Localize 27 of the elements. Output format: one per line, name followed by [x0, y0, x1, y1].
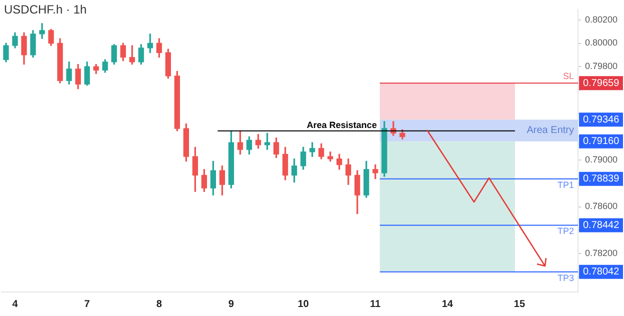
ref-line-label: TP1: [557, 180, 574, 190]
band-label: Area Entry: [526, 125, 574, 136]
x-tick-label: 10: [298, 298, 310, 310]
x-tick-label: 7: [84, 298, 90, 310]
text: 0.79160: [583, 136, 620, 148]
y-tick-label: 0.80200: [585, 14, 618, 24]
x-tick-label: 15: [514, 298, 526, 310]
y-tick-label: 0.78600: [585, 201, 618, 212]
ref-line-label: SL: [562, 71, 574, 82]
y-tick-label: 0.79800: [585, 61, 618, 72]
y-tick-label: 0.79000: [585, 154, 618, 165]
chart-title: USDCHF.h · 1h: [4, 2, 87, 16]
x-tick-label: 14: [442, 298, 454, 310]
x-tick-label: 4: [12, 298, 18, 310]
text: 0.79346: [583, 114, 620, 126]
text: 0.78839: [583, 174, 620, 185]
text: 0.78442: [583, 220, 620, 231]
x-tick-label: 9: [228, 298, 234, 310]
ref-line-label: TP2: [557, 226, 574, 236]
x-tick-label: 11: [370, 298, 382, 310]
x-tick-label: 8: [156, 298, 162, 310]
ref-line-label: TP3: [557, 272, 574, 283]
text: 0.79659: [583, 78, 620, 89]
ref-line-label: Area Resistance: [306, 120, 377, 130]
text: 0.78042: [583, 266, 620, 278]
y-tick-label: 0.78200: [585, 248, 618, 258]
y-tick-label: 0.80000: [585, 38, 618, 48]
